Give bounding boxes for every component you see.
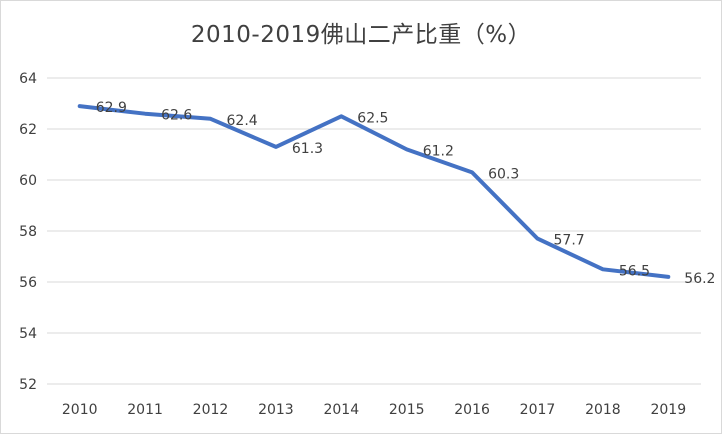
x-tick-label: 2014: [323, 402, 359, 418]
y-tick-label: 60: [19, 173, 37, 189]
x-tick-label: 2017: [520, 402, 556, 418]
data-labels: 62.9 62.6 62.4 61.3 62.5 61.2 60.3 57.7 56.5 56.2: [96, 100, 716, 287]
data-label: 56.5: [619, 263, 650, 279]
x-axis-ticks: 2010 2011 2012 2013 2014 2015 2016 2017 2018 2019: [62, 402, 686, 418]
x-tick-label: 2016: [454, 402, 490, 418]
series-line: [77, 104, 671, 279]
data-label: 56.2: [684, 271, 715, 287]
y-tick-label: 54: [19, 326, 37, 342]
data-point: [210, 118, 211, 120]
data-point: [667, 276, 669, 278]
data-point: [79, 105, 81, 107]
y-tick-label: 52: [19, 377, 37, 393]
data-label: 57.7: [554, 233, 585, 249]
data-point: [340, 115, 342, 117]
data-point: [537, 238, 538, 240]
y-tick-label: 62: [19, 122, 37, 138]
x-tick-label: 2012: [193, 402, 229, 418]
data-point: [602, 268, 604, 270]
y-tick-label: 64: [19, 71, 37, 87]
x-tick-label: 2019: [650, 402, 686, 418]
data-label: 62.4: [227, 113, 258, 129]
x-tick-label: 2011: [127, 402, 163, 418]
data-point: [275, 146, 277, 148]
data-point: [471, 171, 473, 173]
data-label: 61.2: [423, 143, 454, 159]
gridlines: [47, 77, 701, 385]
y-tick-label: 58: [19, 224, 37, 240]
x-tick-label: 2015: [389, 402, 425, 418]
data-label: 60.3: [488, 166, 519, 182]
x-tick-label: 2013: [258, 402, 294, 418]
x-tick-label: 2010: [62, 402, 98, 418]
data-point: [406, 148, 408, 150]
chart-title: 2010-2019佛山二产比重（%）: [190, 22, 532, 48]
data-label: 61.3: [292, 141, 323, 157]
data-label: 62.9: [96, 100, 127, 116]
y-tick-label: 56: [19, 275, 37, 291]
series-layer: [77, 104, 671, 279]
data-label: 62.6: [161, 108, 192, 124]
data-point: [144, 113, 146, 115]
y-axis-ticks: 52 54 56 58 60 62 64: [19, 71, 37, 393]
x-tick-label: 2018: [585, 402, 621, 418]
data-label: 62.5: [357, 110, 388, 126]
